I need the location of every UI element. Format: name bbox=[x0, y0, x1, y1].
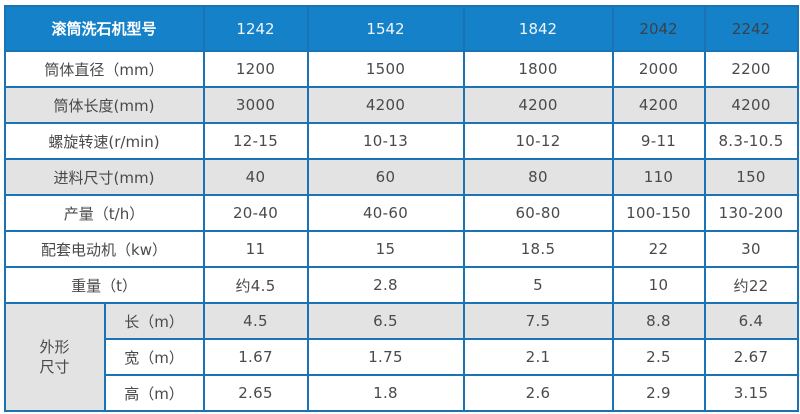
row-label-cell: 螺旋转速(r/min) bbox=[3, 122, 205, 160]
value-cell-r1-c0: 3000 bbox=[202, 86, 309, 124]
model-header-1542: 1542 bbox=[306, 5, 465, 52]
table-row: 高（m） 2.65 1.8 2.6 2.9 3.15 bbox=[5, 374, 799, 412]
table-row: 螺旋转速(r/min) 12-15 10-13 10-12 9-11 8.3-10.5 bbox=[3, 122, 799, 160]
value-cell-r4-c4: 130-200 bbox=[703, 194, 799, 232]
value-cell-rg0-c4: 6.4 bbox=[703, 302, 799, 340]
value-cell-r2-c4: 8.3-10.5 bbox=[703, 122, 799, 160]
table-row: 进料尺寸(mm) 40 60 80 110 150 bbox=[3, 158, 799, 196]
model-header-1242: 1242 bbox=[202, 5, 309, 52]
value-cell-r3-c1: 60 bbox=[306, 158, 465, 196]
value-cell-r1-c3: 4200 bbox=[611, 86, 706, 124]
row-label-cell: 宽（m） bbox=[103, 338, 205, 376]
page: 滚筒洗石机型号 1242 1542 1842 2042 2242 筒体直径（mm… bbox=[3, 0, 799, 412]
value-cell-rg0-c1: 6.5 bbox=[306, 302, 465, 340]
value-cell-r2-c2: 10-12 bbox=[462, 122, 614, 160]
value-cell-r6-c4: 约22 bbox=[703, 266, 799, 304]
value-cell-rg1-c1: 1.75 bbox=[306, 338, 465, 376]
value-cell-r0-c3: 2000 bbox=[611, 50, 706, 88]
row-label-cell: 重量（t） bbox=[3, 266, 205, 304]
table-row: 重量（t） 约4.5 2.8 5 10 约22 bbox=[3, 266, 799, 304]
value-cell-r5-c4: 30 bbox=[703, 230, 799, 268]
value-cell-r6-c1: 2.8 bbox=[306, 266, 465, 304]
table-row: 宽（m） 1.67 1.75 2.1 2.5 2.67 bbox=[5, 338, 799, 376]
table-row: 外形 尺寸 长（m） 4.5 6.5 7.5 8.8 6.4 bbox=[3, 302, 799, 412]
value-cell-r5-c0: 11 bbox=[202, 230, 309, 268]
value-cell-r3-c3: 110 bbox=[611, 158, 706, 196]
value-cell-rg2-c2: 2.6 bbox=[462, 374, 614, 412]
model-header-2042: 2042 bbox=[611, 5, 706, 52]
spec-table: 滚筒洗石机型号 1242 1542 1842 2042 2242 筒体直径（mm… bbox=[3, 5, 799, 412]
dimension-group-label-cell: 外形 尺寸 bbox=[3, 302, 106, 412]
value-cell-r0-c2: 1800 bbox=[462, 50, 614, 88]
table-row: 筒体直径（mm） 1200 1500 1800 2000 2200 bbox=[3, 50, 799, 88]
table-title: 滚筒洗石机型号 bbox=[3, 5, 205, 52]
row-label-cell: 筒体直径（mm） bbox=[3, 50, 205, 88]
value-cell-r0-c4: 2200 bbox=[703, 50, 799, 88]
value-cell-r6-c0: 约4.5 bbox=[202, 266, 309, 304]
value-cell-r1-c1: 4200 bbox=[306, 86, 465, 124]
value-cell-r2-c3: 9-11 bbox=[611, 122, 706, 160]
value-cell-r1-c4: 4200 bbox=[703, 86, 799, 124]
value-cell-r4-c3: 100-150 bbox=[611, 194, 706, 232]
value-cell-r3-c0: 40 bbox=[202, 158, 309, 196]
model-header-2242: 2242 bbox=[703, 5, 799, 52]
value-cell-r2-c0: 12-15 bbox=[202, 122, 309, 160]
value-cell-rg2-c3: 2.9 bbox=[611, 374, 706, 412]
value-cell-rg0-c0: 4.5 bbox=[202, 302, 309, 340]
value-cell-rg0-c2: 7.5 bbox=[462, 302, 614, 340]
dimension-group-label-line2: 尺寸 bbox=[39, 358, 70, 376]
row-label-cell: 产量（t/h） bbox=[3, 194, 205, 232]
value-cell-rg2-c1: 1.8 bbox=[306, 374, 465, 412]
model-header-1842: 1842 bbox=[462, 5, 614, 52]
value-cell-rg2-c0: 2.65 bbox=[202, 374, 309, 412]
value-cell-r0-c0: 1200 bbox=[202, 50, 309, 88]
value-cell-r4-c2: 60-80 bbox=[462, 194, 614, 232]
value-cell-rg1-c0: 1.67 bbox=[202, 338, 309, 376]
value-cell-r0-c1: 1500 bbox=[306, 50, 465, 88]
row-label-cell: 配套电动机（kw） bbox=[3, 230, 205, 268]
value-cell-r5-c3: 22 bbox=[611, 230, 706, 268]
value-cell-r2-c1: 10-13 bbox=[306, 122, 465, 160]
header-row: 滚筒洗石机型号 1242 1542 1842 2042 2242 bbox=[3, 5, 799, 52]
value-cell-r5-c1: 15 bbox=[306, 230, 465, 268]
value-cell-r3-c4: 150 bbox=[703, 158, 799, 196]
row-label-cell: 进料尺寸(mm) bbox=[3, 158, 205, 196]
value-cell-r6-c2: 5 bbox=[462, 266, 614, 304]
value-cell-r6-c3: 10 bbox=[611, 266, 706, 304]
value-cell-rg1-c2: 2.1 bbox=[462, 338, 614, 376]
value-cell-rg1-c4: 2.67 bbox=[703, 338, 799, 376]
table-row: 配套电动机（kw） 11 15 18.5 22 30 bbox=[3, 230, 799, 268]
value-cell-r3-c2: 80 bbox=[462, 158, 614, 196]
dimension-group-label-line1: 外形 bbox=[39, 338, 70, 356]
value-cell-r4-c1: 40-60 bbox=[306, 194, 465, 232]
row-label-cell: 筒体长度(mm) bbox=[3, 86, 205, 124]
value-cell-r5-c2: 18.5 bbox=[462, 230, 614, 268]
table-row: 筒体长度(mm) 3000 4200 4200 4200 4200 bbox=[3, 86, 799, 124]
value-cell-r1-c2: 4200 bbox=[462, 86, 614, 124]
row-label-cell: 高（m） bbox=[103, 374, 205, 412]
table-row: 产量（t/h） 20-40 40-60 60-80 100-150 130-200 bbox=[3, 194, 799, 232]
value-cell-rg0-c3: 8.8 bbox=[611, 302, 706, 340]
value-cell-r4-c0: 20-40 bbox=[202, 194, 309, 232]
value-cell-rg2-c4: 3.15 bbox=[703, 374, 799, 412]
row-label-cell: 长（m） bbox=[103, 302, 205, 340]
value-cell-rg1-c3: 2.5 bbox=[611, 338, 706, 376]
